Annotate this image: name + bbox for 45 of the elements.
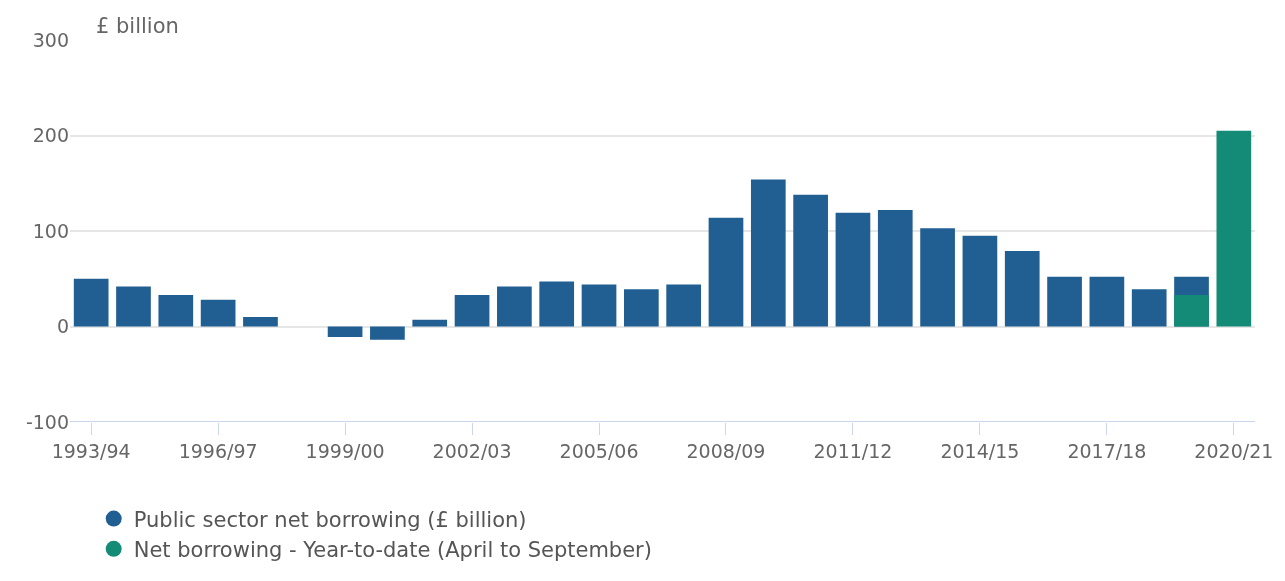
y-axis-title: £ billion — [96, 14, 179, 38]
bar — [750, 179, 786, 327]
x-tick-label: 1999/00 — [305, 439, 385, 462]
x-tick-label: 1993/94 — [51, 439, 131, 462]
bar — [1131, 289, 1167, 327]
bar — [581, 284, 617, 327]
x-tick-label: 2014/15 — [940, 439, 1020, 462]
bar — [1216, 130, 1252, 327]
bar — [623, 289, 659, 327]
bar — [877, 209, 913, 327]
bar — [793, 194, 828, 327]
bar — [708, 217, 744, 327]
bar — [243, 316, 278, 327]
bar — [200, 299, 236, 327]
bar — [920, 228, 955, 327]
bar — [370, 326, 405, 340]
bar — [666, 284, 702, 327]
bar — [73, 278, 109, 327]
y-tick-label: 200 — [32, 124, 69, 147]
bar — [454, 294, 490, 327]
bar — [1174, 294, 1209, 327]
bar — [116, 286, 151, 327]
bar — [1089, 276, 1125, 327]
x-tick-label: 2020/21 — [1194, 439, 1274, 462]
bar — [497, 286, 532, 327]
x-tick-label: 2017/18 — [1067, 439, 1147, 462]
bar — [962, 235, 998, 327]
x-tick-label: 2002/03 — [432, 439, 512, 462]
legend-label: Net borrowing - Year-to-date (April to September) — [133, 538, 652, 563]
x-tick-label: 2008/09 — [686, 439, 766, 462]
bar — [327, 326, 363, 338]
x-tick-label: 2005/06 — [559, 439, 639, 462]
y-tick-label: 0 — [56, 315, 69, 338]
y-tick-label: 300 — [32, 28, 69, 51]
bar — [539, 281, 575, 327]
x-tick-label: 2011/12 — [813, 439, 893, 462]
x-tick-label: 1996/97 — [178, 439, 258, 462]
bar — [158, 294, 194, 327]
legend-label: Public sector net borrowing (£ billion) — [133, 507, 527, 532]
y-tick-label: 100 — [32, 219, 69, 242]
bar — [835, 212, 871, 327]
bar — [412, 319, 448, 327]
bar — [1047, 276, 1082, 327]
bar — [1004, 251, 1040, 327]
y-tick-label: -100 — [25, 410, 69, 433]
